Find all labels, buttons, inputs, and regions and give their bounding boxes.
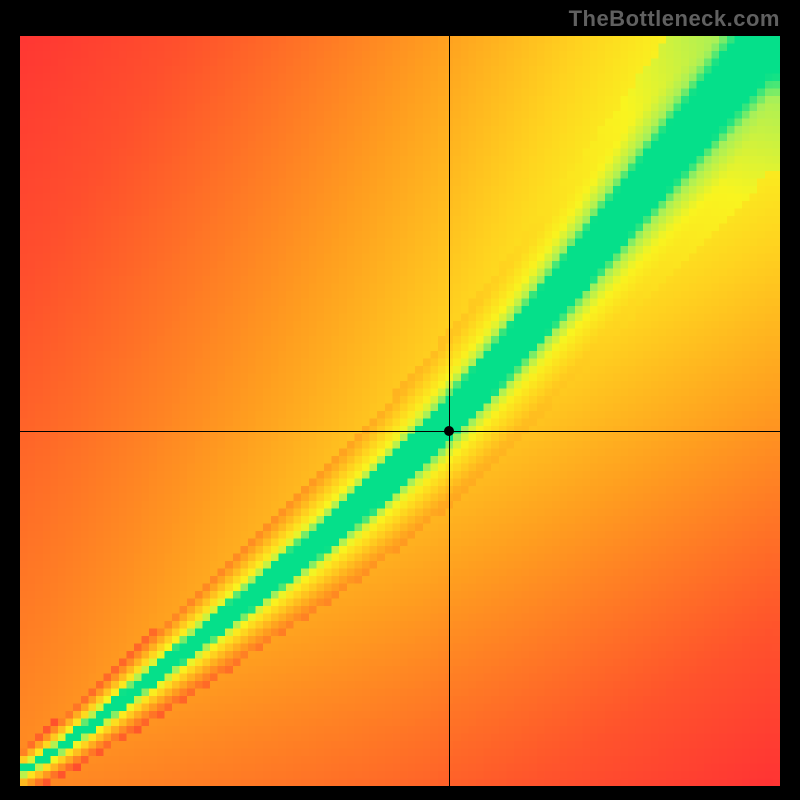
- bottleneck-heatmap: [20, 36, 780, 786]
- heatmap-canvas: [20, 36, 780, 786]
- watermark-text: TheBottleneck.com: [569, 6, 780, 32]
